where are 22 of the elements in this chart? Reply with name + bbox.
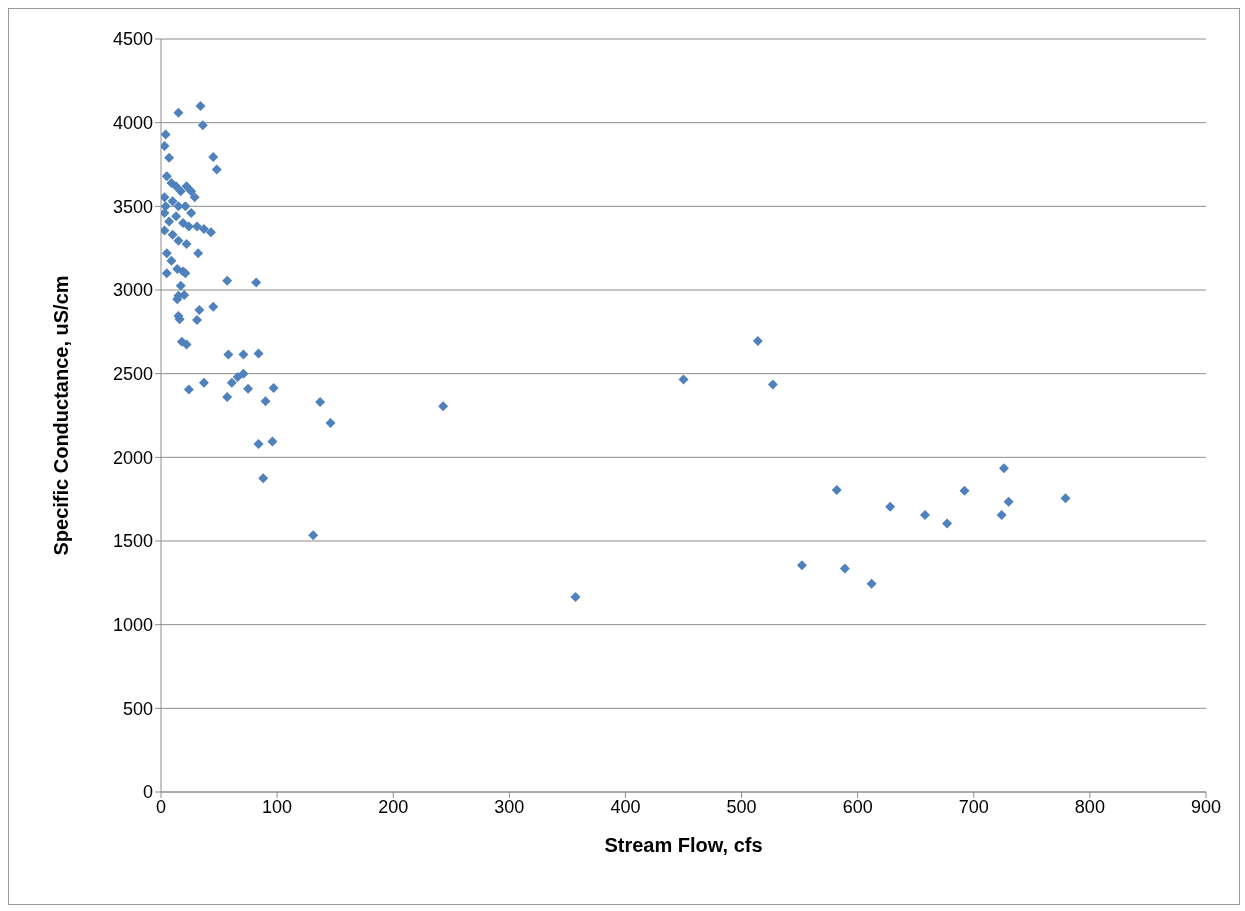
x-tick-label: 900 <box>1190 796 1222 817</box>
x-axis-title: Stream Flow, cfs <box>604 834 763 856</box>
y-tick-label: 500 <box>122 698 153 719</box>
y-tick-label: 3000 <box>112 280 153 301</box>
x-tick-label: 800 <box>1074 796 1105 817</box>
y-tick-label: 1000 <box>112 615 153 636</box>
x-tick-label: 400 <box>610 796 641 817</box>
y-tick-label: 2000 <box>112 447 153 468</box>
y-tick-label: 4500 <box>112 29 153 50</box>
y-tick-label: 4000 <box>112 113 153 134</box>
x-tick-label: 200 <box>378 796 409 817</box>
x-tick-label: 300 <box>494 796 525 817</box>
x-tick-label: 700 <box>958 796 989 817</box>
x-tick-label: 100 <box>262 796 293 817</box>
x-tick-label: 600 <box>842 796 873 817</box>
y-tick-label: 2500 <box>112 364 153 385</box>
y-tick-label: 3500 <box>112 196 153 217</box>
x-tick-label: 0 <box>155 796 167 817</box>
y-tick-label: 1500 <box>112 531 153 552</box>
x-tick-label: 500 <box>726 796 757 817</box>
y-tick-label: 0 <box>142 782 153 803</box>
y-axis-title: Specific Conductance, uS/cm <box>50 275 73 556</box>
